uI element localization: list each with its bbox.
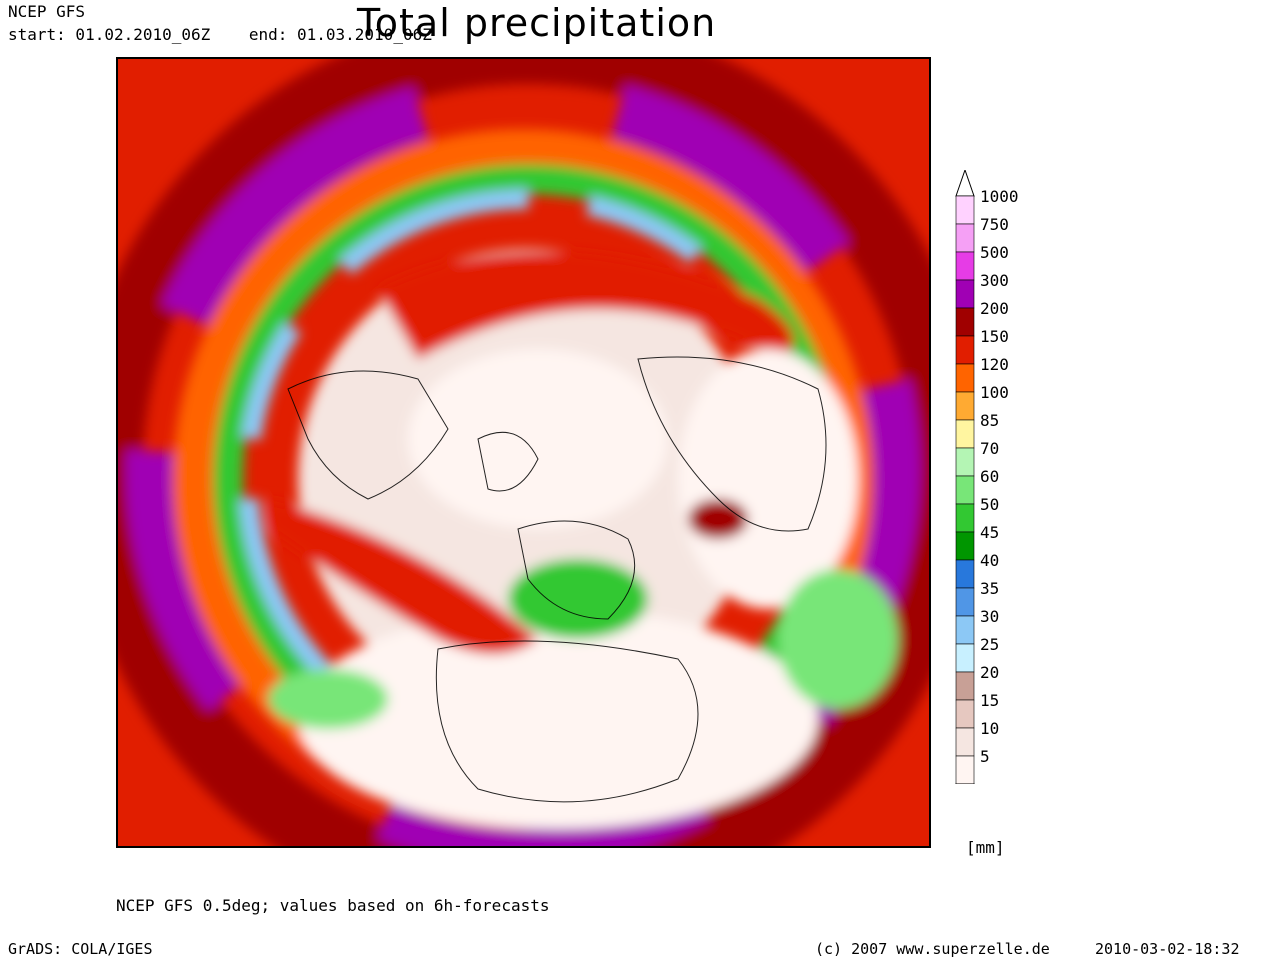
footnote: NCEP GFS 0.5deg; values based on 6h-fore… (116, 896, 550, 915)
colorbar-swatch-1000 (955, 195, 975, 225)
timestamp: 2010-03-02-18:32 (1095, 940, 1240, 958)
colorbar-label-750: 750 (980, 215, 1009, 234)
asia-coast (637, 356, 827, 532)
copyright: (c) 2007 www.superzelle.de (815, 940, 1050, 958)
colorbar-label-45: 45 (980, 523, 1000, 542)
colorbar-label-1000: 1000 (980, 187, 1019, 206)
colorbar-label-5: 5 (980, 747, 990, 766)
colorbar-swatch-45 (955, 531, 975, 561)
colorbar-label-500: 500 (980, 243, 1009, 262)
map-title: Total precipitation (357, 1, 717, 45)
colorbar-swatch-100 (955, 391, 975, 421)
colorbar-label-15: 15 (980, 691, 1000, 710)
band-atlantic (268, 499, 538, 654)
greenland-coast (477, 431, 539, 492)
colorbar-swatch-150 (955, 335, 975, 365)
colorbar (955, 170, 975, 784)
colorbar-label-120: 120 (980, 355, 1009, 374)
colorbar-label-50: 50 (980, 495, 1000, 514)
colorbar-top-arrow (955, 170, 975, 197)
colorbar-label-150: 150 (980, 327, 1009, 346)
units-label: [mm] (966, 838, 1005, 857)
colorbar-label-200: 200 (980, 299, 1009, 318)
colorbar-swatch-120 (955, 363, 975, 393)
colorbar-swatch-300 (955, 279, 975, 309)
europe-coast (517, 520, 636, 620)
ring-purple (125, 71, 921, 846)
colorbar-label-20: 20 (980, 663, 1000, 682)
colorbar-swatch-35 (955, 587, 975, 617)
colorbar-label-100: 100 (980, 383, 1009, 402)
africa-coast (435, 640, 699, 803)
colorbar-swatch-750 (955, 223, 975, 253)
colorbar-swatch-25 (955, 643, 975, 673)
colorbar-swatch-15 (955, 699, 975, 729)
colorbar-swatch-30 (955, 615, 975, 645)
colorbar-label-30: 30 (980, 607, 1000, 626)
colorbar-label-60: 60 (980, 467, 1000, 486)
colorbar-label-85: 85 (980, 411, 1000, 430)
colorbar-label-300: 300 (980, 271, 1009, 290)
colorbar-swatch-50 (955, 503, 975, 533)
arctic-dry (408, 349, 668, 529)
colorbar-swatch-70 (955, 447, 975, 477)
colorbar-swatch-10 (955, 727, 975, 757)
west-africa-wet (268, 669, 388, 729)
colorbar-swatch-5 (955, 755, 975, 784)
europe-wet (508, 559, 648, 639)
colorbar-label-25: 25 (980, 635, 1000, 654)
band-pacific (378, 251, 794, 359)
precipitation-map (116, 57, 931, 848)
colorbar-swatch-40 (955, 559, 975, 589)
colorbar-label-10: 10 (980, 719, 1000, 738)
precipitation-field (118, 59, 929, 846)
time-range: start: 01.02.2010_06Z end: 01.03.2010_06… (8, 25, 432, 44)
coastlines (287, 356, 827, 803)
east-asia-wet (688, 499, 748, 539)
precip-rings (118, 59, 929, 846)
asia-dry (678, 349, 858, 609)
indian-ocean-wet (778, 569, 898, 709)
colorbar-label-70: 70 (980, 439, 1000, 458)
colorbar-swatch-20 (955, 671, 975, 701)
colorbar-swatch-500 (955, 251, 975, 281)
colorbar-label-35: 35 (980, 579, 1000, 598)
colorbar-swatch-200 (955, 307, 975, 337)
grads-credit: GrADS: COLA/IGES (8, 940, 153, 958)
colorbar-label-40: 40 (980, 551, 1000, 570)
model-name: NCEP GFS (8, 2, 86, 21)
dry-south (298, 609, 818, 829)
north-america-coast (287, 370, 449, 500)
colorbar-swatch-85 (955, 419, 975, 449)
colorbar-swatch-60 (955, 475, 975, 505)
